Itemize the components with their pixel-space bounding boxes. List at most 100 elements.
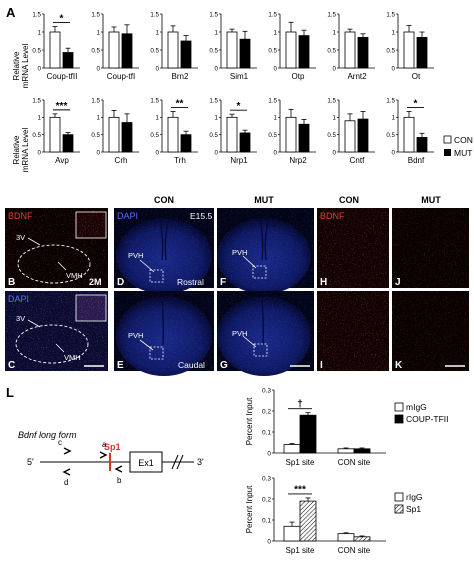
stain-label-c: DAPI xyxy=(8,294,29,304)
diagram-title: Bdnf long form xyxy=(18,430,77,440)
y-tick-label: 0.3 xyxy=(262,387,271,394)
gene-label: Nrp2 xyxy=(289,156,307,165)
chart-otp: 0 0.5 1 1.5 Otp xyxy=(268,11,316,81)
significance-marker: † xyxy=(297,399,303,410)
age-label-b: 2M xyxy=(89,277,102,287)
x-category-label: CON site xyxy=(338,546,371,555)
y-tick-label: 1 xyxy=(156,29,160,36)
y-tick-label: 0 xyxy=(333,65,337,72)
stain-label-d: DAPI xyxy=(117,211,138,221)
legend-mut-swatch xyxy=(444,149,451,156)
y-tick-label: 0 xyxy=(392,65,396,72)
five-prime-label: 5' xyxy=(27,457,34,467)
bar-mut xyxy=(298,123,310,153)
y-tick-label: 1 xyxy=(215,115,219,122)
y-tick-label: 0.5 xyxy=(32,47,41,54)
bar-mut xyxy=(62,134,74,153)
region-3v-b: 3V xyxy=(16,233,25,242)
bar-mut xyxy=(239,132,251,153)
bar-mut xyxy=(121,122,133,153)
region-pvh-d: PVH xyxy=(128,251,143,260)
micrograph-c xyxy=(5,291,108,371)
micrograph-e xyxy=(114,291,214,376)
panel-letter-j: J xyxy=(395,277,401,288)
legend-label: Sp1 xyxy=(406,504,421,514)
legend-label: mIgG xyxy=(406,402,427,412)
primer-a-arrow xyxy=(99,451,108,459)
gene-label: Otp xyxy=(292,72,305,81)
gene-label: Brn2 xyxy=(172,72,189,81)
panel-letter-g: G xyxy=(220,360,228,371)
panel-letter-l: L xyxy=(6,385,14,400)
bar-con xyxy=(49,116,61,153)
bar-con xyxy=(167,116,179,153)
bar-con xyxy=(226,116,238,153)
significance-marker: * xyxy=(237,101,241,112)
y-tick-label: 1.5 xyxy=(91,11,100,18)
y-tick-label: 1.5 xyxy=(150,97,159,104)
legend-mut-label: MUT xyxy=(454,148,472,158)
y-tick-label: 0.5 xyxy=(327,132,336,139)
y-tick-label: 1 xyxy=(392,29,396,36)
primer-d-label: d xyxy=(64,478,68,487)
y-tick-label: 0.5 xyxy=(91,132,100,139)
caudal-label: Caudal xyxy=(178,360,205,370)
y-tick-label: 0 xyxy=(97,149,101,156)
ylabel-row1-line1: Relative xyxy=(12,51,21,80)
y-tick-label: 1 xyxy=(215,29,219,36)
panel-letter-f: F xyxy=(220,277,226,288)
y-tick-label: 0 xyxy=(215,65,219,72)
primer-c-arrow xyxy=(63,447,72,455)
panel-letter-e: E xyxy=(117,360,124,371)
bar-migg-0 xyxy=(283,444,301,454)
y-tick-label: 1.5 xyxy=(268,97,277,104)
panel-letter-c: C xyxy=(8,360,15,371)
panel-letter-h: H xyxy=(320,277,327,288)
panel-letter-d: D xyxy=(117,277,124,288)
col-header-mut2: MUT xyxy=(421,195,441,205)
gene-label: Coup-tfII xyxy=(47,72,78,81)
chart-nrp2: 0 0.5 1 1.5 Nrp2 xyxy=(268,97,316,165)
stain-label-b: BDNF xyxy=(8,211,33,221)
gene-label: Nrp1 xyxy=(230,156,248,165)
region-vmh-c: VMH xyxy=(64,353,81,362)
bar-con xyxy=(108,31,120,69)
y-tick-label: 0 xyxy=(156,65,160,72)
bar-con xyxy=(285,116,297,153)
y-tick-label: 1 xyxy=(392,115,396,122)
bar-mut xyxy=(180,134,192,153)
y-tick-label: 0.5 xyxy=(209,132,218,139)
y-tick-label: 0 xyxy=(215,149,219,156)
y-tick-label: 1.5 xyxy=(386,97,395,104)
sp1-label: Sp1 xyxy=(104,442,121,452)
y-tick-label: 1.5 xyxy=(32,11,41,18)
micrograph-g xyxy=(217,291,314,376)
bar-con xyxy=(344,120,356,153)
pvh-box-e xyxy=(149,346,164,360)
ylabel-row2-line2: mRNA Level xyxy=(21,128,30,173)
bar-con xyxy=(403,116,415,153)
y-tick-label: 0 xyxy=(97,65,101,72)
y-tick-label: 0.5 xyxy=(268,47,277,54)
y-tick-label: 0 xyxy=(38,65,42,72)
chart-coup-tfi: 0 0.5 1 1.5 Coup-tfI xyxy=(91,11,139,81)
y-tick-label: 1 xyxy=(333,115,337,122)
y-tick-label: 0.5 xyxy=(386,47,395,54)
panel-a-charts: 0 0.5 1 1.5 * Coup-tfII 0 0.5 1 1.5 Coup-tfI 0 0.5 1 1… xyxy=(32,11,434,165)
ylabel-row2-line1: Relative xyxy=(12,135,21,164)
micrograph-i xyxy=(317,291,389,371)
chart-sim1: 0 0.5 1 1.5 Sim1 xyxy=(209,11,257,81)
region-vmh-b: VMH xyxy=(66,271,83,280)
y-tick-label: 0.5 xyxy=(150,132,159,139)
y-tick-label: 0.5 xyxy=(209,47,218,54)
y-tick-label: 1 xyxy=(333,29,337,36)
y-tick-label: 1 xyxy=(274,29,278,36)
legend-swatch xyxy=(394,492,404,502)
x-category-label: Sp1 site xyxy=(286,546,315,555)
significance-marker: * xyxy=(60,14,64,25)
y-tick-label: 1.5 xyxy=(386,11,395,18)
chart-brn2: 0 0.5 1 1.5 Brn2 xyxy=(150,11,198,81)
y-tick-label: 0 xyxy=(38,149,42,156)
legend-con-label: CON xyxy=(454,135,473,145)
